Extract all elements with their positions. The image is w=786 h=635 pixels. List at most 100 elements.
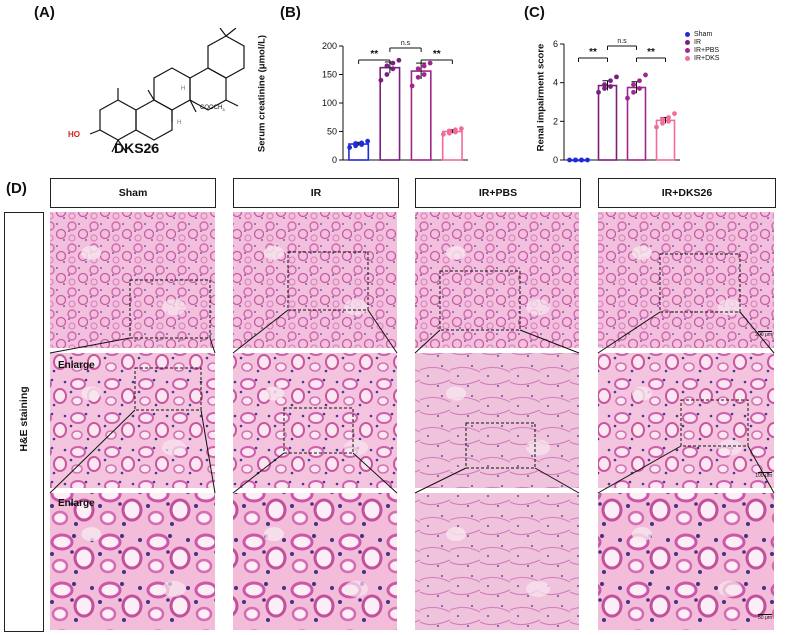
micrograph-2-1 (415, 353, 579, 488)
lumen-blob (81, 245, 102, 260)
zoom-connector (209, 337, 216, 354)
zoom-connector (49, 337, 131, 354)
enlarge-label-row3: Enlarge (58, 498, 95, 509)
legend-marker-ir (685, 39, 690, 45)
ho-label: HO (68, 130, 80, 139)
chart-b-point (390, 66, 396, 72)
lumen-blob (632, 386, 652, 401)
chart-c-point (666, 118, 671, 124)
lumen-blob (344, 439, 368, 456)
lumen-blob (526, 580, 550, 597)
zoom-connector (232, 309, 289, 354)
chart-c-point (573, 157, 578, 163)
chart-b-tick-label: 200 (322, 41, 337, 51)
chart-c-point (654, 124, 659, 130)
lumen-blob (264, 245, 284, 260)
zoom-connector (49, 409, 136, 494)
lumen-blob (526, 439, 550, 456)
chart-c-sig-label-0: ** (589, 47, 597, 58)
chart-b-point (415, 66, 421, 72)
chart-c-point (608, 84, 613, 89)
chart-c-point (631, 89, 636, 95)
chart-b-sig-label-2: ** (433, 49, 441, 60)
chart-b-tick-label: 0 (332, 155, 337, 165)
legend-item-sham: Sham (685, 30, 719, 38)
chart-c-point (637, 78, 642, 84)
chart-c-point (585, 157, 590, 163)
chart-b-point (353, 141, 359, 146)
chart-b-tick-label: 150 (322, 70, 337, 80)
zoom-connector (414, 467, 467, 494)
column-header-ir-pbs: IR+PBS (415, 178, 581, 208)
micrograph-1-0 (233, 212, 397, 348)
chart-b-point (421, 63, 427, 69)
chart-c-sig-label-2: ** (647, 47, 655, 58)
chart-c-point (614, 74, 619, 80)
chart-c-point (643, 72, 648, 78)
chart-c-legend: Sham IR IR+PBS IR+DKS (685, 30, 719, 62)
zoom-box-row2 (283, 407, 354, 454)
zoom-connector (597, 445, 682, 494)
lumen-blob (161, 439, 186, 456)
lumen-blob (632, 527, 652, 542)
micrograph-2-0 (415, 212, 579, 348)
chart-c-point (637, 86, 642, 91)
zoom-connector (519, 329, 580, 354)
chart-c-point (602, 86, 607, 91)
chart-b-point (347, 145, 353, 150)
chart-c-point (660, 117, 665, 122)
chart-b-tick-label: 50 (327, 127, 337, 137)
micrograph-0-2 (50, 493, 215, 630)
chart-c-tick-label: 6 (553, 39, 558, 49)
chart-c-point (596, 89, 601, 95)
scale-bar-200: 200 μm (755, 331, 772, 338)
legend-item-ir-dks: IR+DKS (685, 54, 719, 62)
h-label-3: H (181, 86, 185, 92)
chart-b-sig-label-0: ** (370, 49, 378, 60)
chart-c-point (602, 82, 607, 87)
chart-b-point (396, 57, 402, 63)
zoom-box-row2 (134, 367, 202, 411)
legend-item-ir-pbs: IR+PBS (685, 46, 719, 54)
zoom-box-row1 (439, 270, 521, 331)
chart-b-point (384, 63, 390, 69)
chart-c-point (672, 111, 677, 116)
chart-b-point (427, 60, 433, 66)
row-label-box: H&E staining (4, 212, 44, 632)
scale-bar-100: 100 μm (755, 472, 772, 479)
zoom-box-row1 (287, 251, 369, 311)
molecule-name: DKS26 (114, 140, 160, 156)
zoom-connector (739, 311, 775, 354)
chart-c-point (666, 115, 671, 120)
chart-b-point (409, 83, 415, 89)
lumen-blob (81, 527, 102, 542)
micrograph-2-2 (415, 493, 579, 630)
dks26-structure: HO COOCH3 H H H (68, 28, 245, 153)
chart-c-point (579, 157, 584, 163)
micrograph-1-2 (233, 493, 397, 630)
panel-label-b: (B) (280, 4, 301, 21)
chart-c-point (567, 157, 572, 163)
lumen-blob (718, 439, 742, 456)
zoom-connector (747, 445, 775, 494)
chart-c-tick-label: 4 (553, 78, 558, 88)
chart-c-point (631, 82, 636, 87)
chart-b-point (421, 72, 427, 77)
zoom-box-row1 (129, 279, 211, 339)
micrograph-3-0 (598, 212, 774, 348)
zoom-connector (232, 452, 285, 494)
lumen-blob (718, 299, 742, 316)
lumen-blob (446, 386, 466, 401)
lumen-blob (718, 580, 742, 597)
micrograph-3-1 (598, 353, 774, 488)
chart-b-point (415, 74, 421, 80)
chart-b-sig-label-1: n.s (401, 40, 411, 47)
micrograph-0-1 (50, 353, 215, 488)
chart-b-point (378, 77, 384, 83)
legend-marker-ir-pbs (685, 47, 690, 53)
chart-c-tick-label: 2 (553, 116, 558, 126)
h-label-2: H (177, 120, 181, 126)
legend-marker-sham (685, 31, 690, 37)
legend-marker-ir-dks (685, 55, 690, 61)
